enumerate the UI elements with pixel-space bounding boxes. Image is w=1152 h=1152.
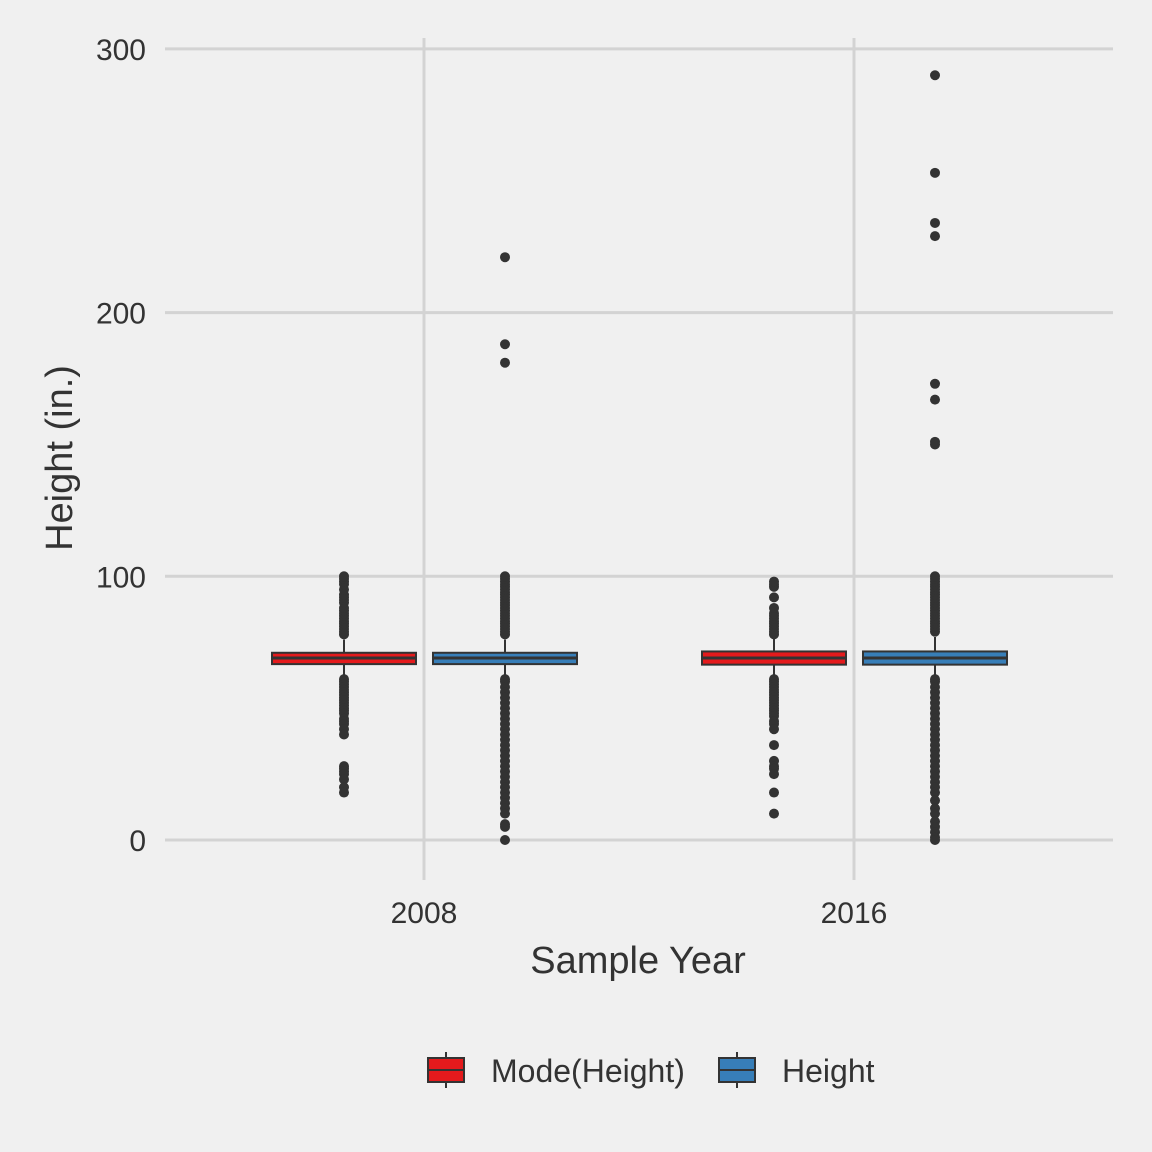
outlier-point bbox=[500, 252, 510, 263]
outlier-point bbox=[930, 394, 940, 405]
outlier-point bbox=[930, 808, 940, 819]
outlier-point bbox=[930, 167, 940, 178]
y-tick-label: 0 bbox=[129, 825, 146, 858]
outlier-point bbox=[930, 378, 940, 389]
y-tick-label: 300 bbox=[96, 34, 146, 67]
outlier-point bbox=[930, 436, 940, 447]
outlier-point bbox=[930, 835, 940, 845]
y-axis-title: Height (in.) bbox=[39, 365, 81, 551]
outlier-point bbox=[339, 729, 349, 740]
outlier-point bbox=[769, 602, 779, 613]
y-tick-label: 200 bbox=[96, 298, 146, 331]
outlier-point bbox=[500, 357, 510, 368]
outlier-point bbox=[339, 774, 349, 785]
outlier-point bbox=[930, 571, 940, 582]
outlier-point bbox=[500, 571, 510, 582]
y-tick-label: 100 bbox=[96, 561, 146, 594]
outlier-point bbox=[769, 808, 779, 819]
outlier-point bbox=[930, 231, 940, 242]
outlier-point bbox=[769, 576, 779, 587]
outlier-point bbox=[500, 339, 510, 350]
outlier-point bbox=[930, 217, 940, 228]
x-tick-label: 2008 bbox=[391, 897, 458, 930]
outlier-point bbox=[500, 835, 510, 845]
legend-label: Height bbox=[782, 1053, 875, 1089]
outlier-point bbox=[339, 787, 349, 798]
outlier-point bbox=[769, 740, 779, 751]
outlier-point bbox=[769, 787, 779, 798]
outlier-point bbox=[500, 808, 510, 819]
x-tick-label: 2016 bbox=[821, 897, 888, 930]
outlier-point bbox=[769, 592, 779, 603]
outlier-point bbox=[339, 571, 349, 582]
outlier-point bbox=[930, 70, 940, 81]
outlier-point bbox=[500, 821, 510, 832]
outlier-point bbox=[769, 769, 779, 780]
outlier-point bbox=[930, 795, 940, 806]
outlier-point bbox=[769, 724, 779, 735]
outlier-point bbox=[930, 787, 940, 798]
x-axis-title: Sample Year bbox=[530, 940, 746, 982]
legend-label: Mode(Height) bbox=[491, 1053, 685, 1089]
